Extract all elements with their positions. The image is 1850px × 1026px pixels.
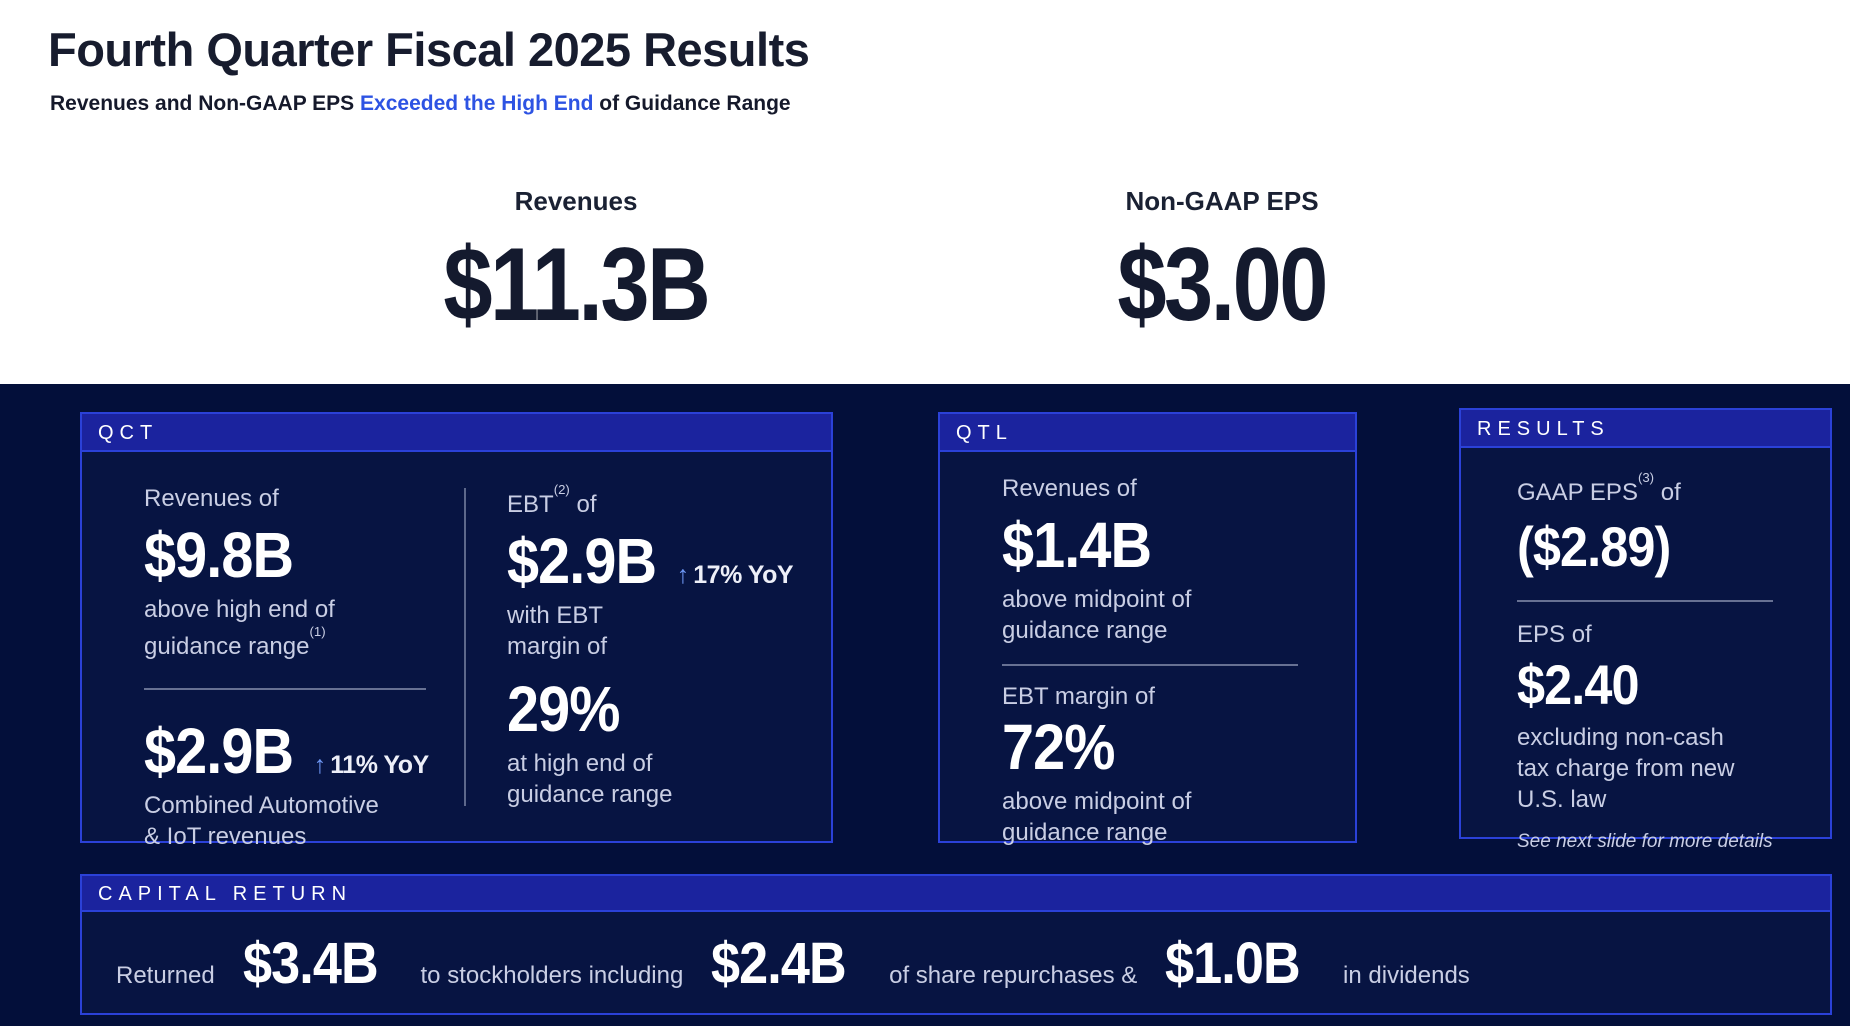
qct-ebt-value: $2.9B [507,525,657,597]
qct-left-divider [144,688,426,690]
qct-auto-delta: 11% YoY [330,751,429,779]
capital-text-repurchases: of share repurchases & [889,962,1138,989]
qct-ebt-lead-text: EBT [507,491,554,518]
results-body: GAAP EPS(3) of ($2.89) EPS of $2.40 excl… [1517,470,1797,853]
capital-repurchases-value: $2.4B [711,931,847,996]
metric-non-gaap-eps: Non-GAAP EPS $3.00 [902,186,1542,337]
qct-ebt-block: EBT(2) of $2.9B ↑ 17% YoY with EBT margi… [507,482,807,810]
card-qct-header: QCT [82,414,831,452]
up-arrow-icon: ↑ [676,561,690,589]
qtl-ebt-value: 72% [1002,711,1115,783]
qct-revenues-value: $9.8B [144,519,294,591]
capital-text-stockholders: to stockholders including [420,962,684,989]
qtl-revenues-desc: above midpoint of guidance range [1002,586,1192,644]
card-results: RESULTS GAAP EPS(3) of ($2.89) EPS of $2… [1459,408,1832,852]
card-qtl-header: QTL [940,414,1355,452]
page-title: Fourth Quarter Fiscal 2025 Results [48,23,810,76]
qct-ebt-desc: at high end of guidance range [507,750,673,808]
qct-revenues-block: Revenues of $9.8B above high end of guid… [144,484,454,852]
metric-revenues-label: Revenues [514,186,638,216]
results-gaap-value: ($2.89) [1517,515,1671,578]
card-capital-return: CAPITAL RETURN Returned $3.4B to stockho… [80,874,1832,1015]
qct-revenues-lead: Revenues of [144,485,279,512]
capital-text-dividends: in dividends [1343,962,1470,989]
up-arrow-icon: ↑ [313,751,327,779]
footnote-2: (2) [553,482,570,498]
qtl-revenues-lead: Revenues of [1002,475,1137,502]
details-section: QCT Revenues of $9.8B above high end of … [0,384,1850,1026]
results-gaap-lead-text: GAAP EPS [1517,479,1638,506]
qct-auto-desc: Combined Automotive & IoT revenues [144,792,379,850]
metric-revenues: Revenues $11.3B [256,186,896,337]
qtl-ebt-desc: above midpoint of guidance range [1002,788,1192,846]
qct-ebt-mid: with EBT margin of [507,602,608,660]
subtitle-highlight: Exceeded the High End [360,92,594,115]
footnote-3: (3) [1637,470,1655,486]
footnote-1: (1) [309,624,326,640]
capital-text-returned: Returned [116,962,215,989]
results-eps-desc: excluding non-cash tax charge from new U… [1517,724,1735,813]
qtl-revenues-value: $1.4B [1002,509,1152,581]
capital-total-value: $3.4B [242,931,379,996]
metric-revenues-value: $11.3B [443,227,711,343]
results-divider [1517,600,1773,602]
qct-ebt-lead: EBT(2) of [507,482,807,520]
card-results-header: RESULTS [1461,410,1830,448]
results-eps-lead: EPS of [1517,621,1592,648]
card-qct: QCT Revenues of $9.8B above high end of … [80,412,833,850]
qct-revenues-desc: above high end of guidance range(1) [144,594,454,662]
qct-auto-value: $2.9B [144,715,294,787]
qct-ebt-delta: 17% YoY [693,561,794,589]
qct-revenues-desc-text: above high end of guidance range [144,596,335,660]
results-gaap-lead: GAAP EPS(3) of [1517,470,1797,508]
capital-return-row: Returned $3.4B to stockholders including… [82,912,1830,994]
qtl-divider [1002,664,1298,666]
metric-non-gaap-eps-label: Non-GAAP EPS [1125,186,1319,216]
qtl-ebt-lead: EBT margin of [1002,683,1155,710]
subtitle-prefix: Revenues and Non-GAAP EPS [50,92,361,115]
page-subtitle: Revenues and Non-GAAP EPS Exceeded the H… [50,92,791,116]
capital-dividends-value: $1.0B [1165,931,1301,996]
card-qtl: QTL Revenues of $1.4B above midpoint of … [938,412,1357,846]
results-eps-value: $2.40 [1517,653,1640,716]
qct-ebt-lead-suffix: of [569,491,597,518]
qct-ebt-margin-value: 29% [507,673,620,745]
results-note: See next slide for more details [1517,831,1773,852]
subtitle-suffix: of Guidance Range [593,92,791,115]
card-capital-return-header: CAPITAL RETURN [82,876,1830,912]
metric-non-gaap-eps-value: $3.00 [1117,227,1329,343]
results-gaap-lead-suffix: of [1654,479,1681,506]
qtl-body: Revenues of $1.4B above midpoint of guid… [1002,474,1322,848]
qct-column-divider [464,488,466,806]
